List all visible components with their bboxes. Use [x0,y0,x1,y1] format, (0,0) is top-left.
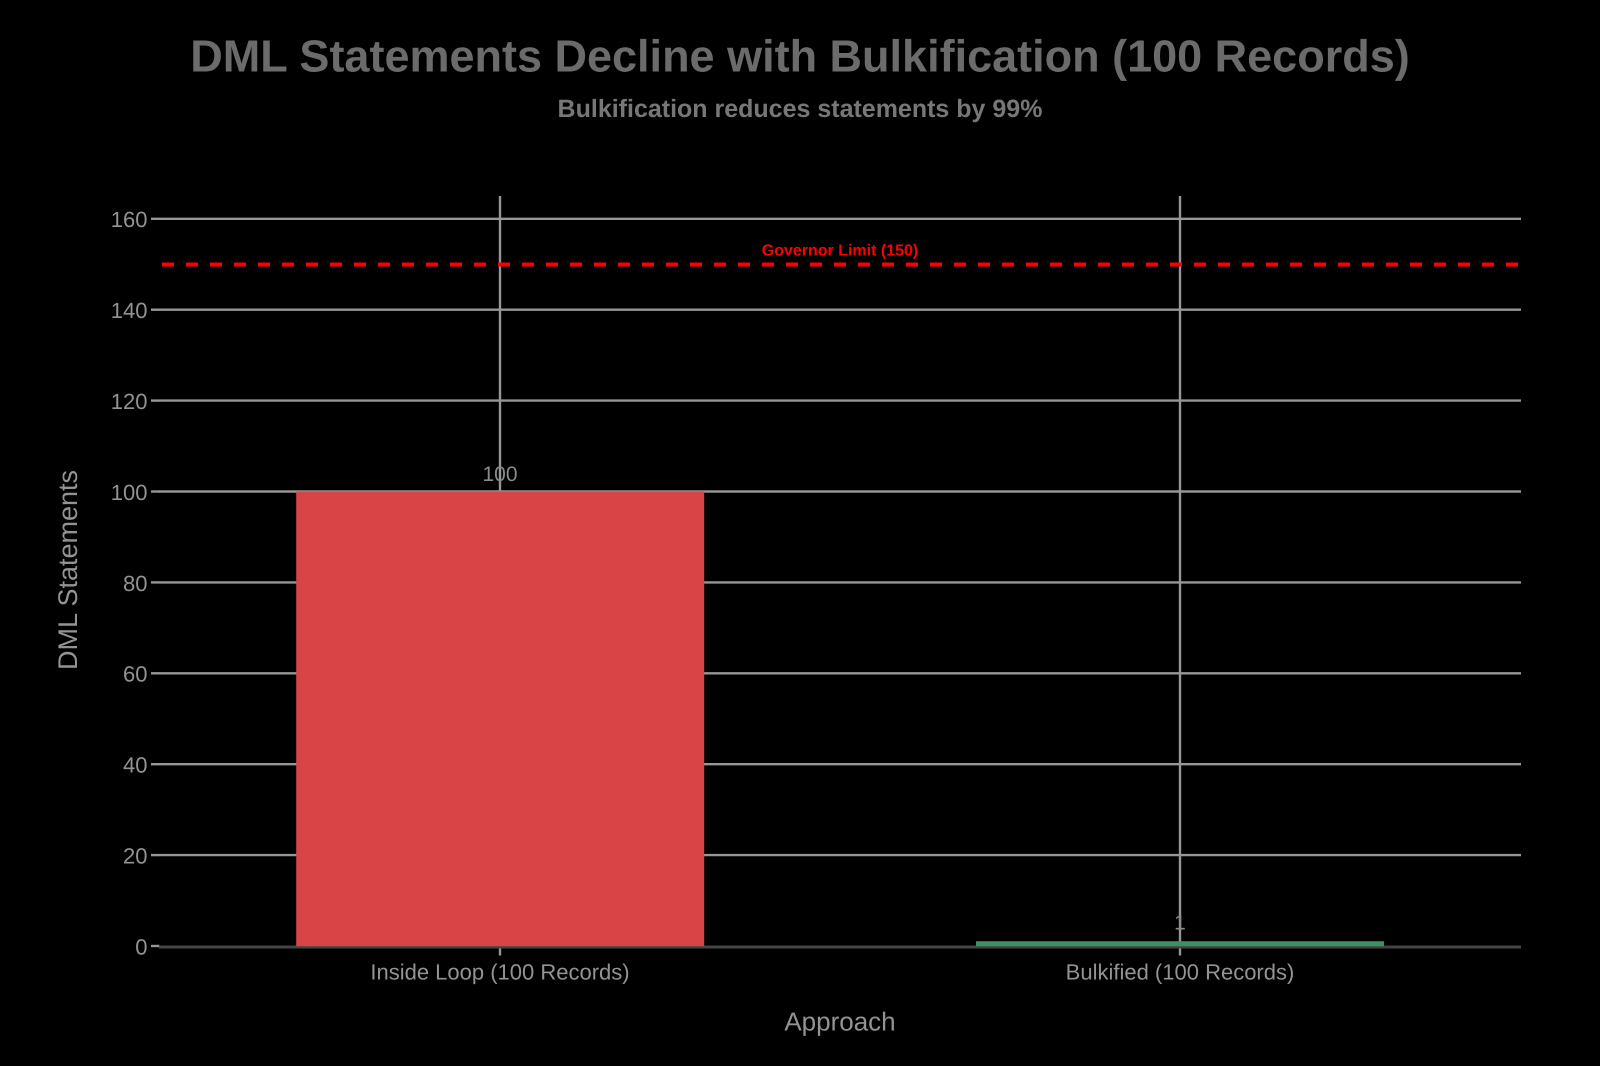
svg-text:80: 80 [123,571,147,596]
svg-text:Bulkification reduces statemen: Bulkification reduces statements by 99% [558,95,1043,123]
svg-text:Approach: Approach [784,1007,895,1037]
svg-text:40: 40 [123,753,147,778]
svg-text:DML Statements: DML Statements [53,470,83,670]
svg-text:140: 140 [111,298,148,323]
svg-text:1: 1 [1174,912,1186,935]
svg-text:Bulkified (100 Records): Bulkified (100 Records) [1066,960,1295,985]
svg-text:Governor Limit (150): Governor Limit (150) [762,243,918,260]
svg-text:160: 160 [111,207,148,232]
svg-text:120: 120 [111,389,148,414]
svg-text:60: 60 [123,662,147,687]
svg-text:Inside Loop (100 Records): Inside Loop (100 Records) [370,960,629,985]
svg-text:0: 0 [135,934,147,959]
svg-text:100: 100 [111,480,148,505]
svg-text:100: 100 [482,463,517,486]
svg-text:20: 20 [123,844,147,869]
svg-text:DML Statements Decline with Bu: DML Statements Decline with Bulkificatio… [190,31,1409,82]
